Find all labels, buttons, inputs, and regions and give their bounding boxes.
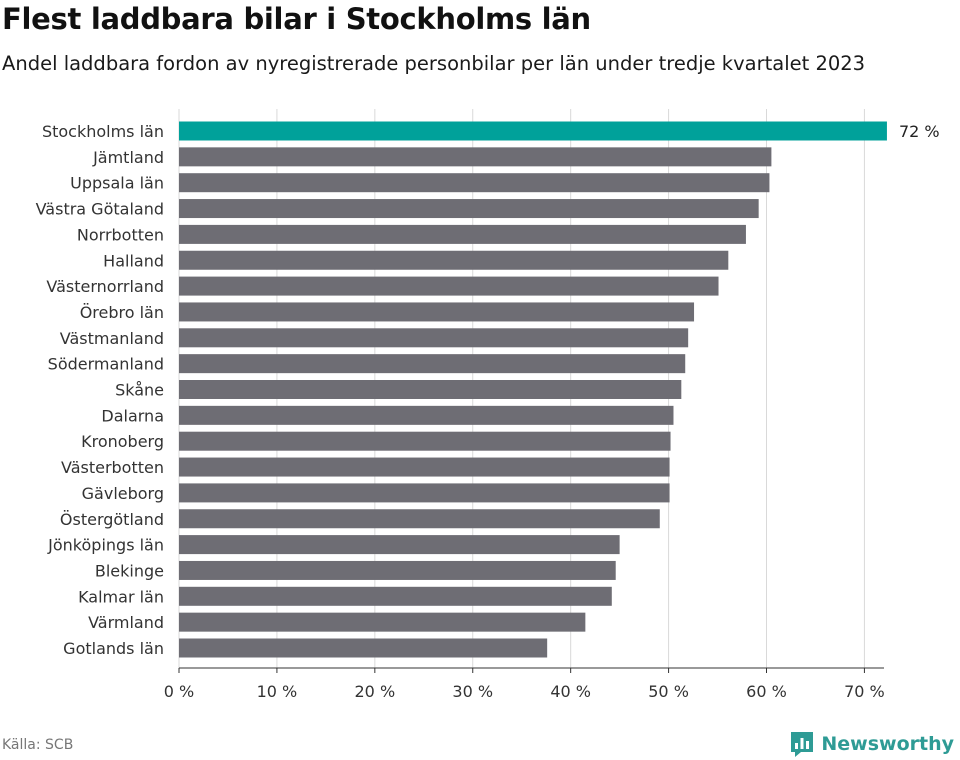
category-label: Jönköpings län (47, 536, 164, 555)
category-label: Västernorrland (46, 277, 164, 296)
category-label: Kalmar län (78, 587, 164, 606)
category-label: Stockholms län (42, 122, 164, 141)
bar (179, 535, 620, 555)
bars (179, 121, 887, 658)
bar (179, 612, 586, 632)
bar (179, 173, 770, 193)
x-tick-label: 20 % (355, 682, 396, 701)
category-label: Gotlands län (63, 639, 164, 658)
category-labels: Stockholms län Jämtland Uppsala län Västra … (36, 122, 164, 658)
category-label: Norrbotten (77, 225, 164, 244)
x-tick-label: 60 % (746, 682, 787, 701)
bar (179, 638, 548, 658)
x-tick-label: 40 % (550, 682, 591, 701)
x-tick-label: 50 % (648, 682, 689, 701)
category-label: Östergötland (60, 510, 164, 529)
chart-subtitle: Andel laddbara fordon av nyregistrerade … (2, 52, 866, 75)
category-label: Västra Götaland (36, 200, 164, 219)
bar (179, 560, 616, 580)
newsworthy-logo-icon (791, 732, 814, 757)
bar (179, 302, 695, 322)
category-label: Gävleborg (82, 484, 164, 503)
brand-name: Newsworthy (821, 733, 954, 755)
source-note: Källa: SCB (2, 737, 74, 753)
bar-chart: Stockholms län Jämtland Uppsala län Västra … (36, 109, 940, 701)
data-labels: 72 % (899, 122, 940, 141)
chart-title: Flest laddbara bilar i Stockholms län (2, 2, 591, 36)
bar (179, 431, 671, 451)
bar (179, 199, 759, 219)
bar (179, 276, 719, 296)
bar (179, 380, 682, 399)
x-tick-label: 30 % (452, 682, 493, 701)
category-label: Värmland (88, 613, 164, 632)
category-label: Örebro län (80, 303, 164, 322)
bar (179, 354, 686, 374)
x-tick-label: 10 % (257, 682, 298, 701)
category-label: Halland (103, 251, 164, 270)
x-tick-label: 0 % (164, 682, 194, 701)
bar (179, 483, 670, 503)
category-label: Kronoberg (81, 432, 164, 451)
bar (179, 405, 674, 425)
bar (179, 147, 772, 167)
bar (179, 224, 746, 244)
bar (179, 586, 612, 606)
category-label: Västerbotten (61, 458, 164, 477)
bar (179, 328, 689, 348)
bar (179, 457, 670, 477)
category-label: Uppsala län (70, 174, 164, 193)
category-label: Blekinge (95, 561, 164, 580)
x-tick-label: 70 % (844, 682, 885, 701)
data-label: 72 % (899, 122, 940, 141)
bar (179, 250, 729, 270)
category-label: Skåne (115, 381, 164, 400)
category-label: Jämtland (92, 148, 164, 167)
bar (179, 121, 887, 141)
category-label: Södermanland (48, 355, 164, 374)
category-label: Dalarna (101, 406, 164, 425)
category-label: Västmanland (60, 329, 164, 348)
brand-logo: Newsworthy (789, 730, 954, 758)
x-axis-ticks: 0 % 10 % 20 % 30 % 40 % 50 % 60 % 70 % (164, 668, 885, 701)
bar (179, 509, 660, 529)
